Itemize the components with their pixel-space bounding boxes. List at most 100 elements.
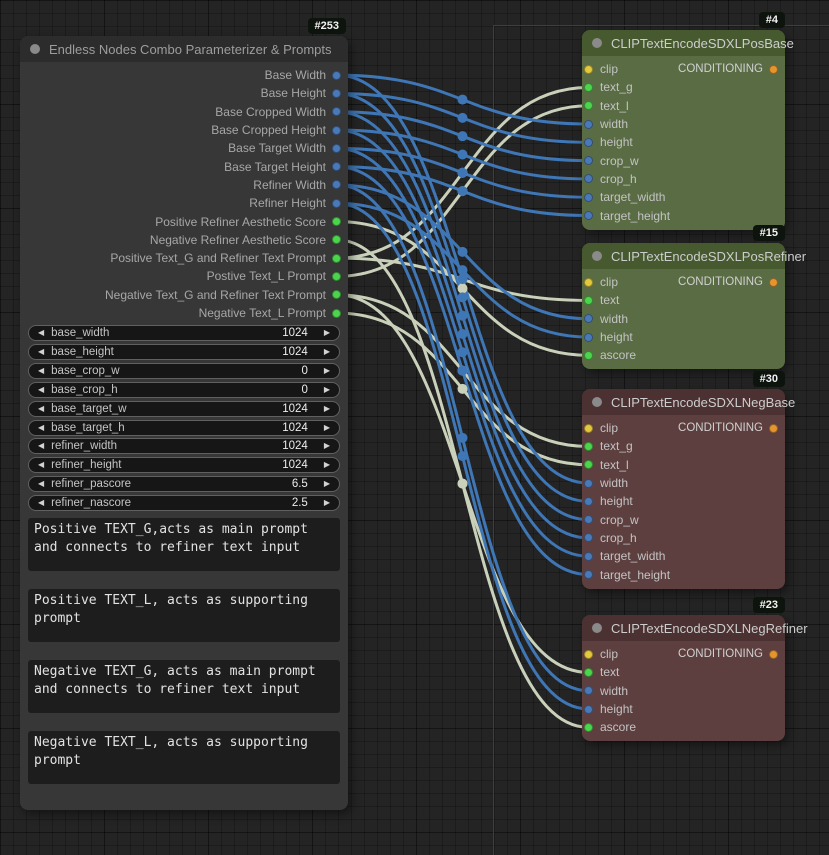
- output-slot-dot[interactable]: [332, 217, 341, 227]
- node-header[interactable]: CLIPTextEncodeSDXLPosBase: [582, 30, 794, 56]
- input-slot-dot[interactable]: [584, 156, 593, 166]
- input-slot-clip: clip CONDITIONING: [582, 273, 785, 291]
- input-slot-dot[interactable]: [584, 570, 593, 580]
- widget-base_target_w[interactable]: ◀ base_target_w 1024 ▶: [28, 400, 340, 417]
- collapse-dot-icon[interactable]: [592, 623, 602, 633]
- output-slot-dot[interactable]: [332, 125, 341, 135]
- widget-base_height[interactable]: ◀ base_height 1024 ▶: [28, 343, 340, 360]
- increment-arrow-icon[interactable]: ▶: [323, 460, 330, 470]
- decrement-arrow-icon[interactable]: ◀: [38, 441, 45, 451]
- input-slot-dot[interactable]: [584, 64, 593, 74]
- output-slot-dot[interactable]: [332, 88, 341, 98]
- input-slot-dot[interactable]: [584, 460, 593, 470]
- increment-arrow-icon[interactable]: ▶: [323, 498, 330, 508]
- output-slot-dot[interactable]: [332, 290, 341, 300]
- input-slot-dot[interactable]: [584, 277, 593, 287]
- input-slot-dot[interactable]: [584, 314, 593, 324]
- input-slot-dot[interactable]: [584, 82, 593, 92]
- increment-arrow-icon[interactable]: ▶: [323, 346, 330, 356]
- widget-refiner_nascore[interactable]: ◀ refiner_nascore 2.5 ▶: [28, 495, 340, 512]
- output-slot-dot[interactable]: [332, 235, 341, 245]
- prompt-textarea-2[interactable]: Negative TEXT_G, acts as main prompt and…: [28, 660, 340, 714]
- input-slot-dot[interactable]: [584, 667, 593, 677]
- increment-arrow-icon[interactable]: ▶: [323, 479, 330, 489]
- node-cliptextencodesdxlposrefiner[interactable]: #15 CLIPTextEncodeSDXLPosRefiner clip CONDI…: [582, 225, 806, 370]
- node-cliptextencodesdxlnegrefiner[interactable]: #23 CLIPTextEncodeSDXLNegRefiner clip CONDI…: [582, 597, 808, 742]
- output-slot-dot[interactable]: [769, 277, 778, 287]
- output-slot-dot[interactable]: [332, 70, 341, 80]
- prompt-textarea-0[interactable]: Positive TEXT_G,acts as main prompt and …: [28, 518, 340, 572]
- increment-arrow-icon[interactable]: ▶: [323, 365, 330, 375]
- input-slot-dot[interactable]: [584, 533, 593, 543]
- input-slot-dot[interactable]: [584, 515, 593, 525]
- widget-base_crop_h[interactable]: ◀ base_crop_h 0 ▶: [28, 381, 340, 398]
- output-slot-dot[interactable]: [332, 308, 341, 318]
- output-slot-dot[interactable]: [769, 64, 778, 74]
- output-slot-dot[interactable]: [332, 271, 341, 281]
- output-slot-dot[interactable]: [769, 649, 778, 659]
- output-slot-dot[interactable]: [769, 423, 778, 433]
- prompt-textarea-3[interactable]: Negative TEXT_L, acts as supporting prom…: [28, 731, 340, 785]
- output-slot-dot[interactable]: [332, 143, 341, 153]
- widget-base_crop_w[interactable]: ◀ base_crop_w 0 ▶: [28, 362, 340, 379]
- collapse-dot-icon[interactable]: [592, 397, 602, 407]
- input-slot-dot[interactable]: [584, 478, 593, 488]
- node-combo-parameterizer[interactable]: #253 Endless Nodes Combo Parameterizer &…: [20, 18, 348, 811]
- input-slot-dot[interactable]: [584, 119, 593, 129]
- input-slot-dot[interactable]: [584, 192, 593, 202]
- input-slot-dot[interactable]: [584, 101, 593, 111]
- input-slot-label: width: [600, 683, 629, 698]
- input-slot-label: crop_h: [600, 171, 637, 186]
- widget-refiner_width[interactable]: ◀ refiner_width 1024 ▶: [28, 438, 340, 455]
- decrement-arrow-icon[interactable]: ◀: [38, 498, 45, 508]
- node-cliptextencodesdxlnegbase[interactable]: #30 CLIPTextEncodeSDXLNegBase clip CONDITIO…: [582, 371, 795, 589]
- node-title: CLIPTextEncodeSDXLPosBase: [611, 35, 794, 51]
- collapse-dot-icon[interactable]: [30, 44, 40, 54]
- widget-base_width[interactable]: ◀ base_width 1024 ▶: [28, 325, 340, 342]
- input-slot-dot[interactable]: [584, 649, 593, 659]
- input-slot-dot[interactable]: [584, 551, 593, 561]
- input-slot-dot[interactable]: [584, 686, 593, 696]
- node-header[interactable]: CLIPTextEncodeSDXLNegRefiner: [582, 615, 808, 641]
- node-cliptextencodesdxlposbase[interactable]: #4 CLIPTextEncodeSDXLPosBase clip CONDITION…: [582, 12, 794, 230]
- output-slot-dot[interactable]: [332, 107, 341, 117]
- prompt-textarea-1[interactable]: Positive TEXT_L, acts as supporting prom…: [28, 589, 340, 643]
- decrement-arrow-icon[interactable]: ◀: [38, 328, 45, 338]
- decrement-arrow-icon[interactable]: ◀: [38, 479, 45, 489]
- widget-base_target_h[interactable]: ◀ base_target_h 1024 ▶: [28, 419, 340, 436]
- decrement-arrow-icon[interactable]: ◀: [38, 384, 45, 394]
- decrement-arrow-icon[interactable]: ◀: [38, 346, 45, 356]
- node-header[interactable]: CLIPTextEncodeSDXLNegBase: [582, 389, 795, 415]
- input-slot-dot[interactable]: [584, 722, 593, 732]
- input-slot-dot[interactable]: [584, 496, 593, 506]
- increment-arrow-icon[interactable]: ▶: [323, 422, 330, 432]
- increment-arrow-icon[interactable]: ▶: [323, 328, 330, 338]
- input-slot-dot[interactable]: [584, 137, 593, 147]
- increment-arrow-icon[interactable]: ▶: [323, 441, 330, 451]
- node-header[interactable]: CLIPTextEncodeSDXLPosRefiner: [582, 243, 806, 269]
- input-slot-dot[interactable]: [584, 295, 593, 305]
- decrement-arrow-icon[interactable]: ◀: [38, 365, 45, 375]
- widget-refiner_pascore[interactable]: ◀ refiner_pascore 6.5 ▶: [28, 476, 340, 493]
- decrement-arrow-icon[interactable]: ◀: [38, 403, 45, 413]
- input-slot-dot[interactable]: [584, 350, 593, 360]
- output-slot-dot[interactable]: [332, 198, 341, 208]
- node-header[interactable]: Endless Nodes Combo Parameterizer & Prom…: [20, 36, 348, 62]
- input-slot-dot[interactable]: [584, 423, 593, 433]
- decrement-arrow-icon[interactable]: ◀: [38, 460, 45, 470]
- output-slot-dot[interactable]: [332, 253, 341, 263]
- increment-arrow-icon[interactable]: ▶: [323, 384, 330, 394]
- input-slot-dot[interactable]: [584, 174, 593, 184]
- collapse-dot-icon[interactable]: [592, 38, 602, 48]
- output-slot-dot[interactable]: [332, 162, 341, 172]
- widget-refiner_height[interactable]: ◀ refiner_height 1024 ▶: [28, 457, 340, 474]
- collapse-dot-icon[interactable]: [592, 251, 602, 261]
- input-slot-dot[interactable]: [584, 704, 593, 714]
- decrement-arrow-icon[interactable]: ◀: [38, 422, 45, 432]
- input-slot-dot[interactable]: [584, 332, 593, 342]
- output-slot-dot[interactable]: [332, 180, 341, 190]
- input-slot-dot[interactable]: [584, 211, 593, 221]
- increment-arrow-icon[interactable]: ▶: [323, 403, 330, 413]
- input-slot-dot[interactable]: [584, 441, 593, 451]
